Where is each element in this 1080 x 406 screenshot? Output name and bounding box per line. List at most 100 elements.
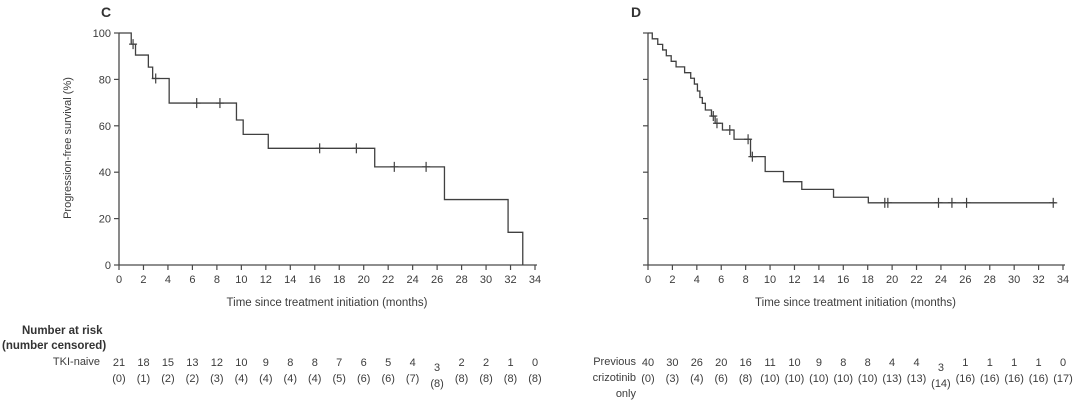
censored-value: (2) — [161, 373, 175, 385]
censored-value: (10) — [809, 373, 829, 385]
x-axis-title-panel-c: Time since treatment initiation (months) — [226, 297, 428, 309]
risk-cell-d: 26 (4) — [680, 355, 714, 387]
risk-cell-d: 8 (10) — [851, 355, 885, 387]
x-tick-label-d: 12 — [788, 274, 800, 286]
at-risk-value: 30 — [666, 357, 679, 369]
x-tick-label-c: 0 — [116, 274, 122, 286]
censored-value: (4) — [234, 373, 249, 385]
censored-value: (2) — [185, 373, 200, 385]
risk-cell-c: 18 (1) — [126, 355, 160, 387]
censored-value: (5) — [332, 373, 346, 385]
risk-group-label-c: TKI-naive — [52, 356, 100, 368]
x-tick-label-c: 28 — [455, 274, 467, 286]
risk-cell-d: 4 (13) — [900, 355, 934, 387]
at-risk-value: 3 — [937, 362, 944, 374]
x-tick-label-d: 32 — [1032, 274, 1044, 286]
censored-value: (4) — [308, 373, 322, 385]
x-tick-label-d: 26 — [959, 274, 971, 286]
x-tick-label-d: 30 — [1008, 274, 1020, 286]
x-tick-label-d: 34 — [1057, 274, 1069, 286]
at-risk-value: 0 — [531, 357, 539, 369]
at-risk-value: 0 — [1059, 357, 1067, 369]
censored-value: (6) — [381, 373, 395, 385]
at-risk-value: 12 — [210, 357, 223, 369]
censored-value: (4) — [259, 373, 273, 385]
risk-cell-d: 20 (6) — [704, 355, 738, 387]
risk-cell-d: 11 (10) — [753, 355, 787, 387]
risk-cell-d: 40 (0) — [631, 355, 665, 387]
risk-cell-c: 8 (4) — [298, 355, 332, 387]
risk-cell-c: 5 (6) — [371, 355, 405, 387]
at-risk-value: 16 — [739, 357, 752, 369]
x-tick-label-d: 2 — [669, 274, 675, 286]
x-tick-label-d: 22 — [910, 274, 922, 286]
at-risk-value: 2 — [482, 357, 490, 369]
at-risk-value: 1 — [507, 357, 514, 369]
censored-value: (10) — [784, 373, 805, 385]
risk-group-label-d: Previous — [593, 356, 636, 368]
censored-value: (8) — [503, 373, 518, 385]
censored-value: (0) — [641, 373, 655, 385]
risk-cell-c: 13 (2) — [175, 355, 209, 387]
censored-value: (6) — [356, 373, 371, 385]
risk-cell-d: 8 (10) — [826, 355, 860, 387]
at-risk-value: 8 — [840, 357, 847, 369]
risk-cell-d: 9 (10) — [802, 355, 836, 387]
censored-value: (13) — [882, 373, 902, 385]
risk-table-subheader: (number censored) — [2, 340, 107, 352]
x-tick-label-c: 16 — [309, 274, 321, 286]
risk-cell-d: 1 (16) — [948, 355, 982, 387]
panel-d-letter: D — [631, 4, 642, 20]
at-risk-value: 10 — [235, 357, 248, 369]
x-tick-label-c: 22 — [382, 274, 394, 286]
x-tick-label-c: 24 — [407, 274, 419, 286]
y-tick-label-c: 100 — [93, 28, 111, 40]
risk-cell-c: 4 (7) — [396, 355, 430, 387]
risk-group-label-d: crizotinib — [592, 372, 636, 384]
at-risk-value: 3 — [434, 362, 441, 374]
censored-value: (14) — [931, 378, 951, 390]
x-tick-label-c: 20 — [358, 274, 370, 286]
at-risk-value: 13 — [186, 357, 199, 369]
at-risk-value: 9 — [815, 357, 822, 369]
risk-cell-d: 10 (10) — [777, 355, 811, 387]
risk-cell-c: 0 (8) — [518, 355, 552, 387]
x-tick-label-c: 2 — [140, 274, 146, 286]
x-tick-label-d: 18 — [862, 274, 874, 286]
x-tick-label-c: 6 — [189, 274, 195, 286]
censored-value: (16) — [1028, 373, 1049, 385]
at-risk-value: 8 — [311, 357, 318, 369]
censored-value: (16) — [1004, 373, 1024, 385]
risk-cell-c: 15 (2) — [151, 355, 185, 387]
risk-cell-d: 30 (3) — [655, 355, 689, 387]
risk-cell-d: 1 (16) — [973, 355, 1007, 387]
risk-cell-d: 0 (17) — [1046, 355, 1080, 387]
censored-value: (16) — [979, 373, 1000, 385]
censored-value: (4) — [690, 373, 704, 385]
x-tick-label-d: 14 — [813, 274, 825, 286]
censored-value: (0) — [112, 373, 126, 385]
at-risk-value: 8 — [864, 357, 871, 369]
censored-value: (3) — [665, 373, 680, 385]
risk-cell-c: 12 (3) — [200, 355, 234, 387]
x-tick-label-d: 0 — [645, 274, 651, 286]
at-risk-value: 4 — [889, 357, 896, 369]
at-risk-value: 1 — [1035, 357, 1042, 369]
y-tick-label-c: 20 — [99, 214, 111, 226]
censored-value: (8) — [430, 378, 444, 390]
risk-cell-d: 4 (13) — [875, 355, 909, 387]
panel-c-letter: C — [101, 4, 112, 20]
x-tick-label-c: 14 — [284, 274, 296, 286]
x-tick-label-c: 8 — [214, 274, 220, 286]
risk-cell-c: 1 (8) — [494, 355, 528, 387]
censored-value: (13) — [906, 373, 927, 385]
x-tick-label-c: 18 — [333, 274, 345, 286]
at-risk-value: 6 — [360, 357, 367, 369]
censored-value: (10) — [760, 373, 780, 385]
censored-value: (4) — [283, 373, 297, 385]
at-risk-value: 21 — [112, 357, 126, 369]
at-risk-value: 9 — [262, 357, 269, 369]
y-tick-label-c: 80 — [99, 74, 111, 86]
